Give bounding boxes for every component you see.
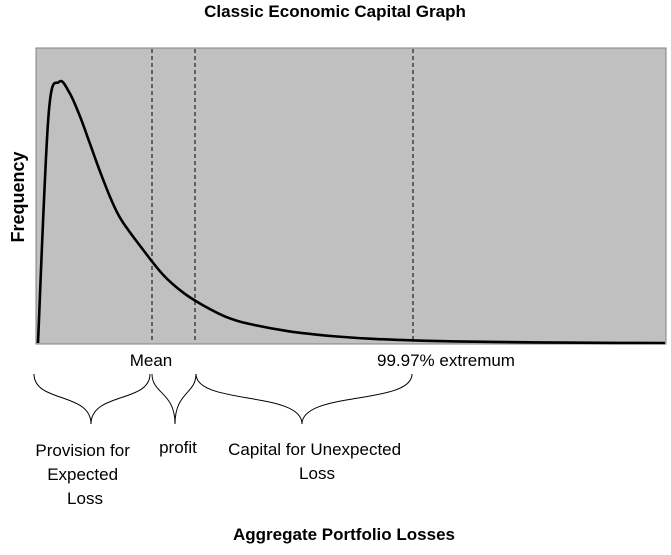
plot-area (35, 47, 667, 345)
provision-label-line: Expected (47, 465, 118, 484)
capital-brace (195, 373, 413, 425)
chart-title: Classic Economic Capital Graph (204, 2, 466, 21)
provision-label: Provision for Expected Loss (35, 441, 134, 508)
capital-label: Capital for Unexpected Loss (228, 440, 406, 483)
extremum-label: 99.97% extremum (377, 351, 515, 370)
distribution-curve (36, 79, 666, 345)
profit-brace (151, 373, 197, 425)
provision-label-line: Loss (67, 489, 103, 508)
provision-label-line: Provision for (35, 441, 130, 460)
y-axis-label: Frequency (8, 151, 28, 242)
capital-label-line: Capital for Unexpected (228, 440, 401, 459)
x-axis-label: Aggregate Portfolio Losses (233, 525, 455, 544)
mean-label: Mean (130, 351, 173, 370)
capital-label-line: Loss (299, 464, 335, 483)
provision-brace (33, 373, 151, 425)
marker-lines (151, 49, 414, 343)
profit-label: profit (159, 438, 197, 457)
